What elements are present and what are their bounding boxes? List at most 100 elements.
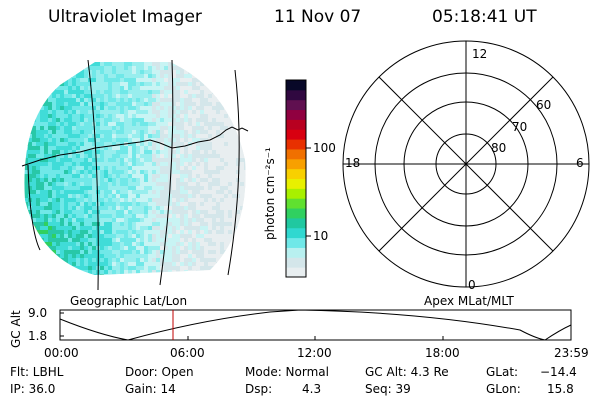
imager-pixel	[180, 266, 184, 270]
imager-pixel	[156, 274, 160, 275]
imager-pixel	[212, 158, 216, 162]
imager-pixel	[48, 266, 52, 270]
imager-pixel	[144, 182, 148, 186]
imager-pixel	[160, 166, 164, 170]
imager-pixel	[68, 194, 72, 198]
imager-pixel	[132, 90, 136, 94]
colorbar-segment	[286, 237, 306, 248]
imager-pixel	[208, 182, 212, 186]
imager-pixel	[236, 258, 240, 262]
imager-pixel	[160, 146, 164, 150]
imager-pixel	[188, 106, 192, 110]
imager-pixel	[52, 254, 56, 258]
imager-pixel	[116, 110, 120, 114]
imager-pixel	[44, 102, 48, 106]
imager-pixel	[120, 86, 124, 90]
imager-pixel	[176, 190, 180, 194]
imager-pixel	[140, 230, 144, 234]
imager-pixel	[84, 106, 88, 110]
imager-pixel	[32, 102, 36, 106]
imager-pixel	[196, 126, 200, 130]
imager-pixel	[180, 70, 184, 74]
imager-pixel	[80, 90, 84, 94]
imager-pixel	[144, 62, 148, 66]
imager-pixel	[196, 122, 200, 126]
imager-pixel	[44, 114, 48, 118]
imager-pixel	[220, 274, 224, 275]
imager-pixel	[68, 78, 72, 82]
imager-pixel	[172, 106, 176, 110]
imager-pixel	[104, 254, 108, 258]
imager-pixel	[160, 202, 164, 206]
imager-pixel	[216, 154, 220, 158]
imager-pixel	[176, 118, 180, 122]
imager-pixel	[96, 154, 100, 158]
imager-pixel	[240, 78, 244, 82]
imager-pixel	[156, 254, 160, 258]
imager-pixel	[212, 138, 216, 142]
imager-pixel	[68, 230, 72, 234]
imager-pixel	[212, 170, 216, 174]
imager-pixel	[44, 110, 48, 114]
imager-pixel	[232, 110, 236, 114]
imager-pixel	[100, 78, 104, 82]
imager-pixel	[208, 70, 212, 74]
imager-pixel	[188, 102, 192, 106]
imager-pixel	[208, 226, 212, 230]
imager-pixel	[40, 170, 44, 174]
imager-pixel	[116, 98, 120, 102]
imager-pixel	[192, 98, 196, 102]
imager-pixel	[76, 122, 80, 126]
imager-pixel	[184, 118, 188, 122]
imager-pixel	[148, 126, 152, 130]
imager-pixel	[32, 118, 36, 122]
imager-pixel	[208, 114, 212, 118]
imager-pixel	[36, 174, 40, 178]
imager-pixel	[104, 146, 108, 150]
imager-pixel	[168, 102, 172, 106]
imager-pixel	[160, 250, 164, 254]
imager-pixel	[208, 146, 212, 150]
imager-pixel	[20, 266, 24, 270]
imager-pixel	[224, 254, 228, 258]
imager-pixel	[40, 178, 44, 182]
imager-pixel	[108, 198, 112, 202]
imager-pixel	[120, 66, 124, 70]
imager-pixel	[164, 198, 168, 202]
imager-pixel	[172, 222, 176, 226]
imager-pixel	[220, 130, 224, 134]
imager-pixel	[60, 86, 64, 90]
imager-pixel	[76, 66, 80, 70]
imager-pixel	[152, 106, 156, 110]
imager-pixel	[244, 190, 246, 194]
imager-pixel	[228, 78, 232, 82]
imager-pixel	[124, 242, 128, 246]
imager-pixel	[144, 110, 148, 114]
imager-pixel	[156, 86, 160, 90]
imager-pixel	[36, 114, 40, 118]
imager-pixel	[164, 258, 168, 262]
imager-pixel	[96, 174, 100, 178]
imager-pixel	[120, 106, 124, 110]
imager-pixel	[52, 210, 56, 214]
imager-pixel	[20, 70, 24, 74]
imager-pixel	[192, 198, 196, 202]
imager-pixel	[120, 94, 124, 98]
imager-pixel	[184, 238, 188, 242]
imager-pixel	[164, 130, 168, 134]
imager-pixel	[68, 70, 72, 74]
imager-pixel	[220, 170, 224, 174]
imager-pixel	[216, 202, 220, 206]
imager-pixel	[188, 134, 192, 138]
imager-pixel	[116, 210, 120, 214]
imager-pixel	[116, 198, 120, 202]
imager-pixel	[164, 94, 168, 98]
imager-pixel	[168, 206, 172, 210]
imager-pixel	[64, 122, 68, 126]
imager-pixel	[104, 194, 108, 198]
imager-pixel	[240, 202, 244, 206]
imager-pixel	[136, 78, 140, 82]
imager-pixel	[76, 170, 80, 174]
imager-pixel	[160, 226, 164, 230]
